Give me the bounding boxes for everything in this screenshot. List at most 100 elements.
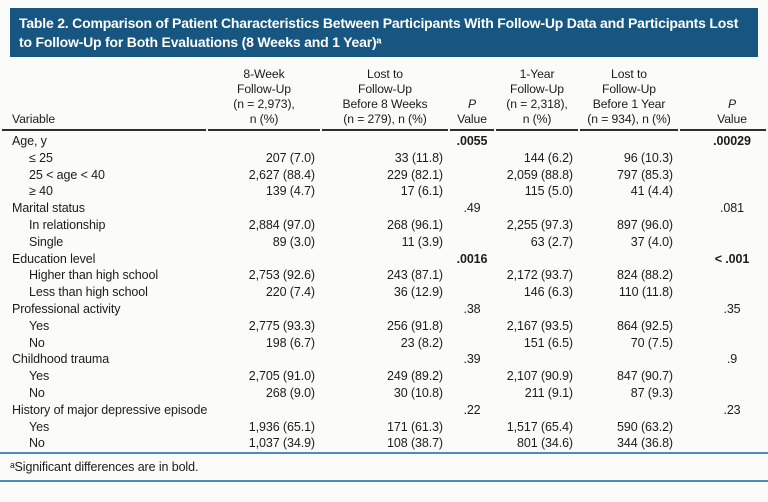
pvalue-8week [450,435,494,452]
pvalue-1year: .081 [720,201,744,216]
value-lost-before-8weeks: 249 (89.2) [387,369,443,384]
value-lost-before-1year: 37 (4.0) [630,234,673,249]
value-8week-followup: 89 (3.0) [272,234,315,249]
section-row: Childhood trauma .39 .9 [2,351,766,368]
data-row: Single 89 (3.0) 11 (3.9) 63 (2.7) 37 (4.0) [2,234,766,251]
value-1year-followup: 801 (34.6) [517,436,573,451]
footnote-top-rule [0,452,768,455]
value-8week-followup: 207 (7.0) [265,150,315,165]
value-lost-before-1year: 41 (4.4) [630,184,673,199]
value-lost-before-8weeks: 243 (87.1) [387,268,443,283]
value-8week-followup [208,131,320,150]
value-lost-before-1year: 590 (63.2) [617,419,673,434]
row-label: Single [29,234,64,249]
value-lost-before-8weeks: 23 (8.2) [400,335,443,350]
table-header: Variable 8-Week Follow-Up (n = 2,973), n… [2,61,766,131]
value-lost-before-8weeks: 108 (38.7) [387,436,443,451]
footnote-bottom-rule [0,480,768,483]
pvalue-8week: .22 [463,402,481,417]
data-row: Less than high school 220 (7.4) 36 (12.9) 1… [2,284,766,301]
row-label: No [29,436,45,451]
p-symbol: P [467,97,477,111]
section-row: Professional activity .38 .35 [2,301,766,318]
pvalue-8week: .0055 [456,134,488,148]
value-lost-before-8weeks [322,301,448,318]
header-1year-followup: 1-Year Follow-Up (n = 2,318), n (%) [496,61,578,131]
value-1year-followup: 115 (5.0) [524,184,573,199]
pvalue-8week [450,284,494,301]
value-lost-before-8weeks [322,251,448,268]
table-title-bar: Table 2. Comparison of Patient Character… [10,8,758,57]
value-8week-followup: 1,936 (65.1) [248,419,315,434]
value-lost-before-8weeks [322,351,448,368]
value-lost-before-1year: 824 (88.2) [617,268,673,283]
value-lost-before-8weeks [322,200,448,217]
pvalue-1year: .00029 [713,134,751,148]
value-lost-before-1year: 797 (85.3) [617,167,673,182]
data-row: No 1,037 (34.9) 108 (38.7) 801 (34.6) 344 (3… [2,435,766,452]
value-lost-before-1year: 96 (10.3) [623,150,673,165]
value-lost-before-1year [580,251,678,268]
value-lost-before-8weeks: 171 (61.3) [387,419,443,434]
header-lost-before-1year: Lost to Follow-Up Before 1 Year (n = 934… [580,61,678,131]
pvalue-8week [450,234,494,251]
row-label: Professional activity [12,301,121,316]
header-8week-followup: 8-Week Follow-Up (n = 2,973), n (%) [208,61,320,131]
pvalue-1year [680,435,766,452]
pvalue-8week [450,183,494,200]
value-1year-followup [496,301,578,318]
pvalue-1year [680,385,766,402]
pvalue-1year [680,183,766,200]
value-1year-followup: 2,167 (93.5) [506,318,573,333]
row-label: No [29,335,45,350]
pvalue-1year [680,150,766,167]
row-label: 25 < age < 40 [29,167,105,182]
value-lost-before-8weeks [322,402,448,419]
row-label: Higher than high school [29,268,159,283]
table-body: Age, y .0055 .00029 ≤ 25 207 (7.0) 33 (11.8) 1… [2,131,766,452]
value-8week-followup [208,200,320,217]
value-lost-before-1year: 897 (96.0) [617,217,673,232]
value-8week-followup [208,351,320,368]
header-lost-before-8weeks: Lost to Follow-Up Before 8 Weeks (n = 27… [322,61,448,131]
table-title: Table 2. Comparison of Patient Character… [19,15,739,50]
value-8week-followup: 220 (7.4) [265,285,315,300]
pvalue-8week [450,385,494,402]
value-1year-followup: 63 (2.7) [530,234,573,249]
value-1year-followup [496,351,578,368]
value-1year-followup: 2,107 (90.9) [506,369,573,384]
value-1year-followup: 146 (6.3) [523,285,573,300]
value-lost-before-8weeks: 17 (6.1) [400,184,443,199]
value-lost-before-1year [580,301,678,318]
pvalue-1year [680,335,766,352]
header-variable: Variable [2,61,206,131]
value-8week-followup [208,301,320,318]
value-8week-followup: 198 (6.7) [265,335,315,350]
value-8week-followup: 2,775 (93.3) [248,318,315,333]
pvalue-8week [450,368,494,385]
row-label: Less than high school [29,285,148,300]
header-row: Variable 8-Week Follow-Up (n = 2,973), n… [2,61,766,131]
value-1year-followup: 151 (6.5) [523,335,573,350]
pvalue-8week [450,335,494,352]
value-lost-before-1year [580,351,678,368]
value-8week-followup [208,402,320,419]
table-footnote: ᵃSignificant differences are in bold. [10,460,199,475]
row-label: ≤ 25 [29,150,53,165]
value-8week-followup: 2,884 (97.0) [248,217,315,232]
header-pvalue-8week: P Value [450,61,494,131]
value-lost-before-1year: 110 (11.8) [618,285,673,300]
row-label: Yes [29,419,50,434]
value-word: Value [457,112,487,126]
pvalue-1year [680,284,766,301]
value-1year-followup [496,131,578,150]
value-lost-before-8weeks: 256 (91.8) [387,318,443,333]
value-1year-followup [496,402,578,419]
row-label: Childhood trauma [12,352,110,367]
pvalue-8week: .38 [463,301,481,316]
row-label: Yes [29,318,50,333]
value-word: Value [717,112,747,126]
pvalue-8week [450,419,494,436]
data-row: 25 < age < 40 2,627 (88.4) 229 (82.1) 2,059… [2,167,766,184]
pvalue-1year [680,419,766,436]
